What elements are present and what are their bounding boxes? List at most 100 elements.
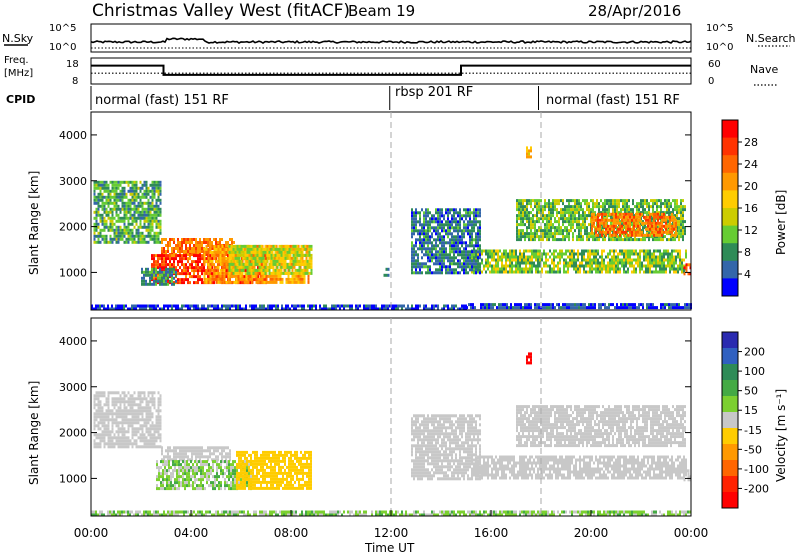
power-cell-4 <box>288 247 291 251</box>
power-cell-3 <box>275 274 278 278</box>
power-cell-8 <box>625 252 627 256</box>
power-cell-13 <box>201 304 203 308</box>
power-cell-14 <box>417 247 419 251</box>
power-cell-8 <box>653 249 655 253</box>
power-cell-9 <box>636 208 638 212</box>
power-cell-14 <box>435 244 437 248</box>
power-cell-4 <box>242 253 245 257</box>
power-cell-3 <box>217 256 220 260</box>
nsky-label: N.Sky <box>2 32 34 45</box>
power-cell-14 <box>435 253 437 257</box>
power-cell-8 <box>509 264 511 268</box>
power-cell-3 <box>255 271 258 275</box>
power-cell-13 <box>227 304 229 308</box>
power-cell-3 <box>243 277 246 281</box>
power-cell-14 <box>429 238 431 242</box>
power-cell-14 <box>413 217 415 221</box>
power-cell-13 <box>337 304 339 308</box>
power-cell-8 <box>519 267 521 271</box>
power-cell-14 <box>415 271 417 275</box>
power-cell-0 <box>117 237 120 241</box>
power-cell-1 <box>215 238 217 241</box>
power-cell-8 <box>585 249 587 253</box>
power-cell-14 <box>461 232 463 236</box>
power-cell-8 <box>655 255 657 259</box>
power-cell-2 <box>181 254 183 258</box>
power-cell-10 <box>605 218 607 222</box>
power-cell-4 <box>230 268 233 272</box>
power-cell-9 <box>580 238 582 242</box>
power-cell-0 <box>95 228 98 232</box>
power-cell-8 <box>485 249 487 253</box>
power-cell-9 <box>678 235 680 239</box>
power-cell-14 <box>425 211 427 215</box>
power-cell-9 <box>582 223 584 227</box>
power-cell-3 <box>215 250 218 254</box>
power-cell-13 <box>111 304 113 308</box>
power-cell-8 <box>601 258 603 262</box>
power-cell-8 <box>679 249 681 253</box>
power-cell-8 <box>563 258 565 262</box>
power-cell-4 <box>260 250 263 254</box>
power-cell-10 <box>633 233 635 237</box>
power-cell-4 <box>310 253 313 257</box>
power-cell-13 <box>217 307 219 311</box>
power-cell-4 <box>294 268 297 272</box>
power-cell-2 <box>173 260 175 264</box>
power-cell-13 <box>213 304 215 308</box>
power-cell-4 <box>280 268 283 272</box>
power-cell-0 <box>117 186 120 190</box>
power-cell-14 <box>453 253 455 257</box>
power-cell-5 <box>149 273 151 277</box>
power-cell-8 <box>669 261 671 265</box>
power-cell-8 <box>577 252 579 256</box>
power-cell-2 <box>157 263 159 267</box>
power-cell-9 <box>562 202 564 206</box>
power-cell-5 <box>145 282 147 286</box>
cpid-label: CPID <box>6 93 35 106</box>
power-cell-8 <box>497 255 499 259</box>
power-cell-14 <box>459 241 461 245</box>
power-cell-4 <box>248 250 251 254</box>
power-cell-13 <box>219 307 221 311</box>
power-cell-13 <box>401 304 403 308</box>
power-cell-8 <box>541 255 543 259</box>
power-cell-13 <box>151 304 153 308</box>
freq-trace <box>91 64 691 76</box>
power-cell-0 <box>131 183 134 187</box>
power-cell-12 <box>628 303 630 307</box>
power-cell-14 <box>441 208 443 212</box>
power-cell-9 <box>584 202 586 206</box>
power-cell-12 <box>510 306 512 310</box>
power-cell-8 <box>545 252 547 256</box>
power-cell-8 <box>639 261 641 265</box>
power-cell-8 <box>559 255 561 259</box>
power-cell-8 <box>525 267 527 271</box>
power-cell-8 <box>539 270 541 274</box>
power-cell-9 <box>592 211 594 215</box>
power-cell-9 <box>558 223 560 227</box>
power-cell-8 <box>587 270 589 274</box>
power-cell-10 <box>645 221 647 225</box>
power-cell-4 <box>264 259 267 263</box>
power-cell-10 <box>621 218 623 222</box>
power-cell-2 <box>199 269 201 273</box>
power-cell-13 <box>441 307 443 311</box>
power-cell-2 <box>199 275 201 279</box>
power-cell-8 <box>625 255 627 259</box>
power-cell-13 <box>269 304 271 308</box>
power-cell-10 <box>657 218 659 222</box>
power-cell-13 <box>207 307 209 311</box>
power-cell-9 <box>558 211 560 215</box>
power-cell-9 <box>630 208 632 212</box>
power-cell-8 <box>653 270 655 274</box>
power-cell-10 <box>619 227 621 231</box>
power-cell-12 <box>592 303 594 307</box>
power-cell-9 <box>554 229 556 233</box>
power-cell-4 <box>286 256 289 260</box>
power-cell-9 <box>570 220 572 224</box>
power-cell-0 <box>97 180 100 184</box>
power-cell-13 <box>145 307 147 311</box>
power-cell-14 <box>421 229 423 233</box>
power-cell-0 <box>117 231 120 235</box>
